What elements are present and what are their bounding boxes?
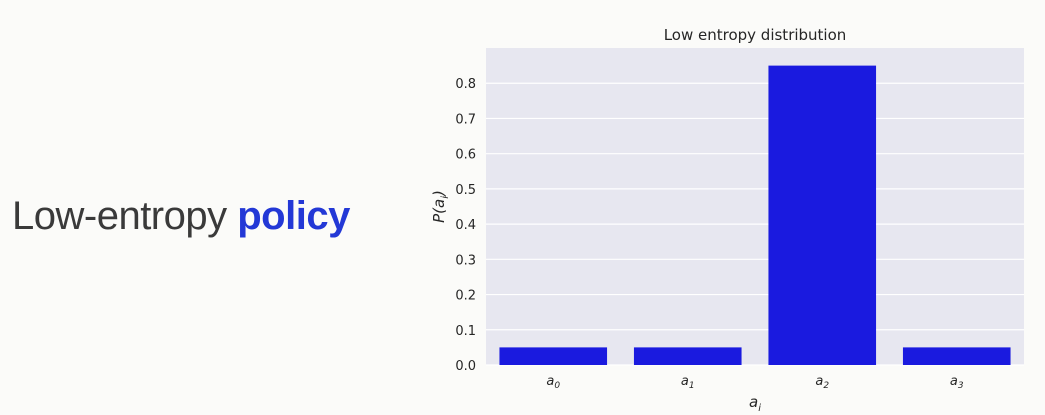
y-tick-label: 0.5: [455, 183, 476, 198]
y-tick-label: 0.7: [455, 112, 476, 127]
x-axis-label: ai: [749, 393, 761, 412]
y-tick-label: 0.1: [455, 324, 476, 339]
y-tick-label: 0.4: [455, 218, 476, 233]
x-tick-labels: a0 a1 a2 a3: [546, 374, 963, 391]
x-tick-label: a3: [950, 374, 964, 391]
bar-chart: 0.0 0.1 0.2 0.3 0.4 0.5 0.6 0.7 0.8 a0 a1 a2 a3 Low…: [430, 26, 1024, 412]
bars: [499, 65, 1011, 365]
y-tick-labels: 0.0 0.1 0.2 0.3 0.4 0.5 0.6 0.7 0.8: [455, 77, 476, 374]
y-tick-label: 0.6: [455, 148, 476, 163]
heading-text: Low-entropy: [12, 194, 238, 238]
x-tick-label: a2: [815, 374, 829, 391]
bar-a3: [902, 347, 1011, 365]
y-tick-label: 0.3: [455, 253, 476, 268]
x-tick-label: a0: [546, 374, 560, 391]
bar-a1: [633, 347, 742, 365]
y-axis-label: P(ai): [430, 190, 451, 223]
heading-accent-text: policy: [237, 194, 350, 238]
chart-title: Low entropy distribution: [664, 26, 847, 44]
plot-area: [486, 48, 1024, 365]
x-tick-label: a1: [681, 374, 695, 391]
bar-a2: [768, 65, 877, 365]
bar-a0: [499, 347, 608, 365]
y-tick-label: 0.0: [455, 359, 476, 374]
y-tick-label: 0.8: [455, 77, 476, 92]
slide-heading: Low-entropy policy: [12, 194, 350, 239]
y-tick-label: 0.2: [455, 289, 476, 304]
y-gridlines: [486, 82, 1024, 366]
